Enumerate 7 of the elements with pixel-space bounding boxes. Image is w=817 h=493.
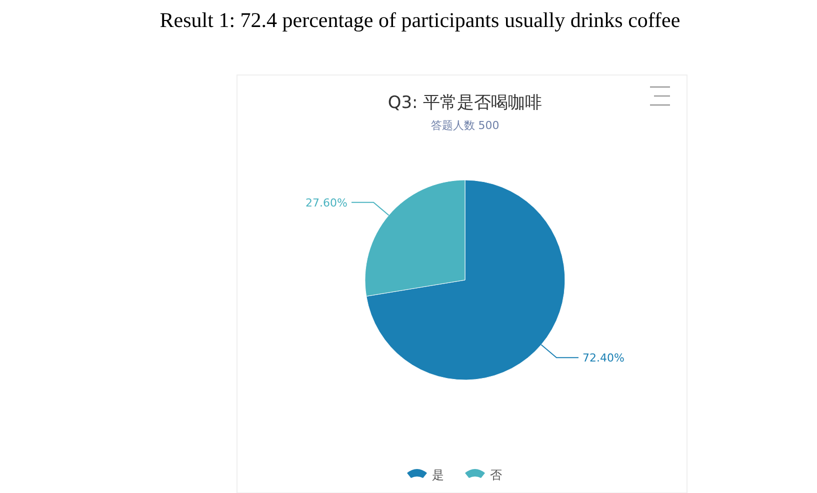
legend-label: 否 [490,468,502,482]
legend-label: 是 [432,468,444,482]
chart-subtitle: 答题人数 500 [430,119,500,132]
data-label: 72.40% [582,352,624,365]
text: Result 1: 72.4 percentage of participants usually drinks coffee [160,8,680,32]
data-label: 27.60% [306,196,348,210]
chart-title: Q3: 平常是否喝咖啡 [388,93,542,113]
